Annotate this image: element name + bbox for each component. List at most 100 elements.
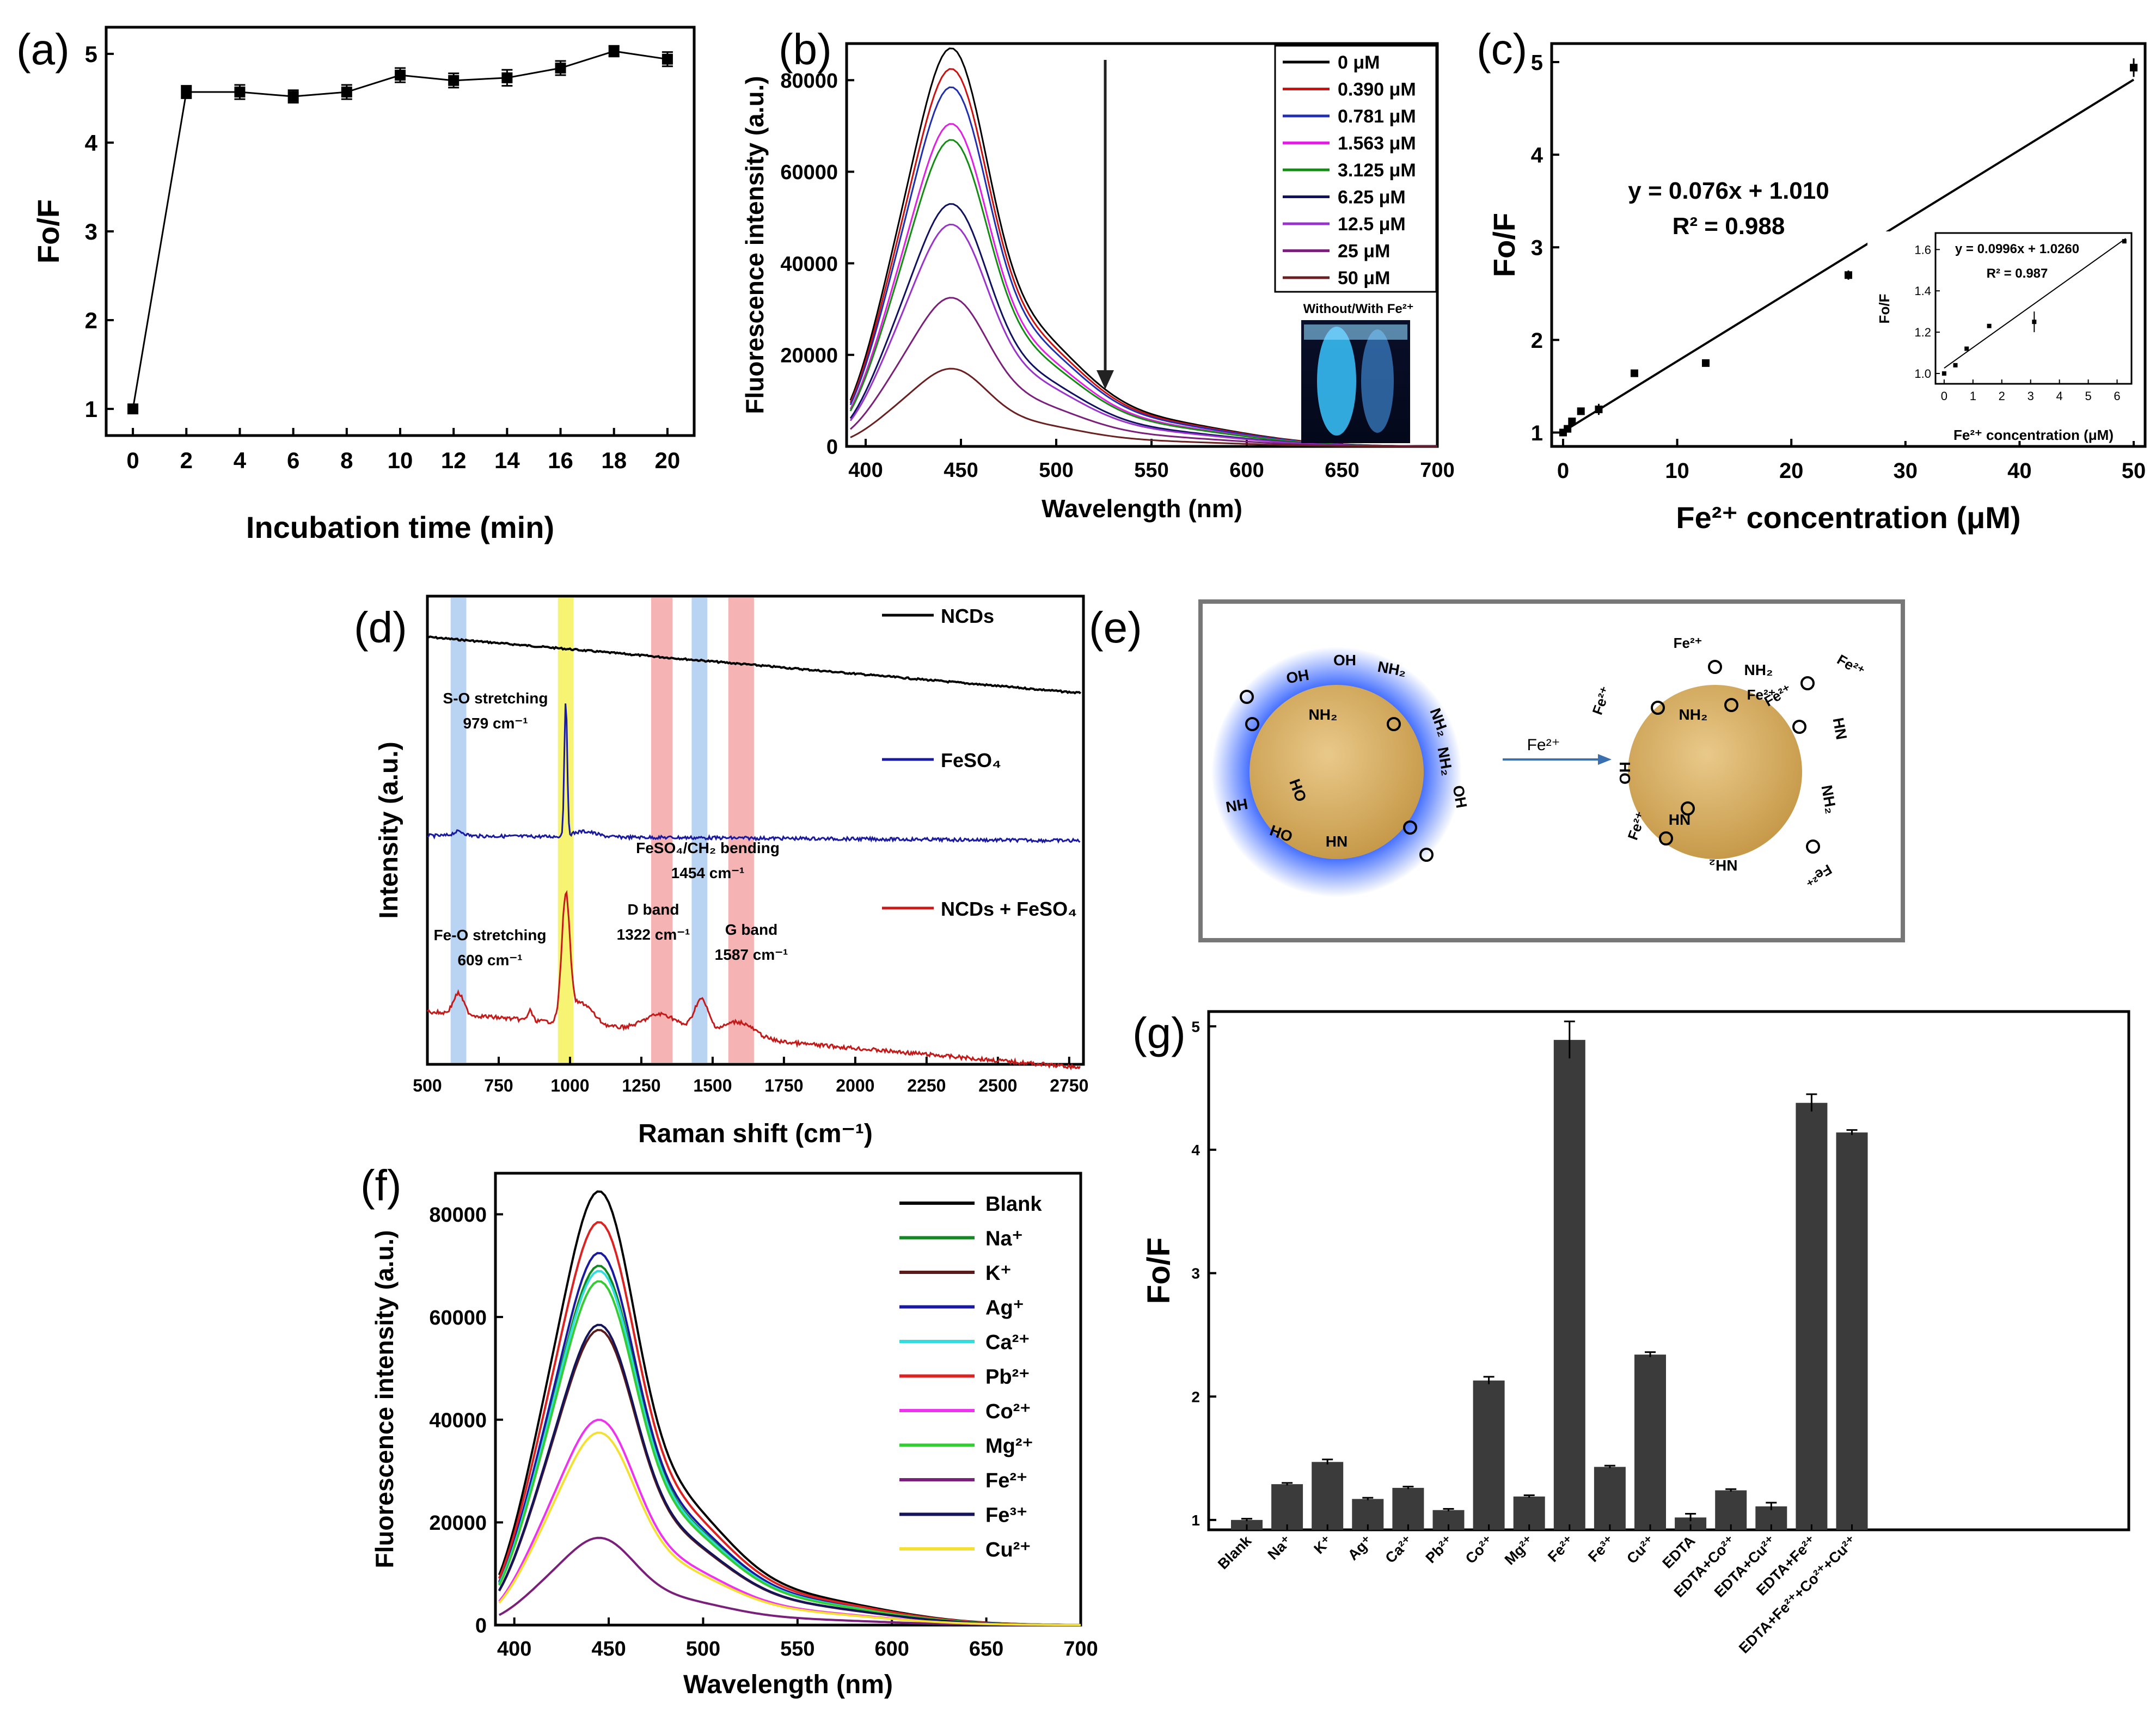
panel-a-point xyxy=(341,87,352,98)
panel-f-xtick-label: 500 xyxy=(686,1638,720,1660)
panel-f-xtick-label: 650 xyxy=(969,1638,1003,1660)
panel-a-point xyxy=(395,70,406,81)
panel-e-group: HN xyxy=(1830,716,1851,741)
panel-d-annotation: 1587 cm⁻¹ xyxy=(715,946,788,963)
panel-b-frame xyxy=(845,42,1439,448)
panel-a-point xyxy=(608,46,620,57)
panel-g-ytick-label: 4 xyxy=(1191,1142,1200,1159)
panel-g-bar xyxy=(1796,1102,1828,1530)
panel-b-inset-caption: Without/With Fe²⁺ xyxy=(1303,302,1414,316)
panel-a-ytick-label: 2 xyxy=(85,308,97,333)
panel-a-point xyxy=(234,87,246,98)
panel-g-ytick-label: 2 xyxy=(1191,1388,1200,1405)
panel-b-legend-label: 6.25 μM xyxy=(1338,187,1406,208)
panel-e-oxygen xyxy=(1419,848,1434,862)
panel-e-group: OH xyxy=(1285,666,1310,687)
panel-d-annotation: G band xyxy=(725,921,777,938)
panel-d-band xyxy=(728,598,754,1063)
panel-d-legend-label: NCDs xyxy=(941,605,994,627)
panel-c-inset-equation: y = 0.0996x + 1.0260 xyxy=(1955,242,2079,256)
panel-e-group: NH₂ xyxy=(1744,661,1773,678)
panel-g-xtick-label: Fe³⁺ xyxy=(1585,1533,1618,1565)
panel-a-ytick-label: 4 xyxy=(85,130,98,156)
panel-g-frame xyxy=(1207,1010,2130,1531)
panel-f-legend-label: Na⁺ xyxy=(985,1228,1023,1251)
panel-a-xlabel: Incubation time (min) xyxy=(246,510,554,544)
panel-c-inset-ytick-label: 1.0 xyxy=(1914,367,1931,381)
panel-b-legend-label: 0.390 μM xyxy=(1338,79,1416,100)
panel-label-c: (c) xyxy=(1477,25,1527,73)
panel-c-point xyxy=(1564,425,1572,433)
panel-b-ytick-label: 0 xyxy=(826,436,838,459)
panel-d-annotation: D band xyxy=(628,901,679,918)
panel-g-xtick-label: K⁺ xyxy=(1310,1533,1335,1557)
panel-f-ytick-label: 60000 xyxy=(429,1307,487,1329)
panel-d-xtick-label: 1250 xyxy=(622,1076,660,1095)
panel-e-oxygen xyxy=(1724,698,1738,712)
panel-a-ylabel: Fo/F xyxy=(31,199,65,263)
panel-a-point xyxy=(127,403,139,415)
panel-c-xtick-label: 10 xyxy=(1665,459,1689,483)
panel-a-point xyxy=(287,91,299,102)
panel-d-xlabel: Raman shift (cm⁻¹) xyxy=(638,1119,873,1148)
panel-label-f: (f) xyxy=(360,1161,402,1210)
panel-c-point xyxy=(2130,64,2138,72)
panel-c-inset-point xyxy=(2032,320,2037,324)
panel-b-xtick-label: 600 xyxy=(1229,459,1264,482)
panel-b-xtick-label: 700 xyxy=(1420,459,1454,482)
panel-a-ytick-label: 1 xyxy=(85,396,97,422)
panel-g-xtick-label: EDTA xyxy=(1659,1533,1699,1572)
panel-a-frame xyxy=(105,26,696,437)
panel-g-bar xyxy=(1392,1487,1424,1530)
panel-f-xtick-label: 400 xyxy=(497,1638,531,1660)
panel-e-arrow-label: Fe²⁺ xyxy=(1527,736,1560,754)
panel-g-bar xyxy=(1634,1355,1666,1530)
panel-f-legend-label: Ag⁺ xyxy=(985,1297,1024,1320)
panel-d-series-ncds xyxy=(427,635,1082,695)
panel-c-point xyxy=(1568,418,1576,426)
panel-f-legend-label: Cu²⁺ xyxy=(985,1539,1031,1561)
panel-c-inset-point xyxy=(1964,346,1969,351)
panel-c-inset-point xyxy=(1987,323,1992,328)
panel-d-band xyxy=(651,598,673,1063)
panel-e-iron-ion: Fe²⁺ xyxy=(1747,687,1776,703)
panel-b-ytick-label: 20000 xyxy=(780,344,838,367)
panel-c-xtick-label: 50 xyxy=(2122,459,2146,483)
panel-c-point xyxy=(1577,407,1585,415)
panel-d-band xyxy=(558,598,574,1063)
panel-f-legend-label: Fe³⁺ xyxy=(985,1504,1027,1527)
panel-a-ytick-label: 5 xyxy=(85,41,97,67)
panel-b-xtick-label: 400 xyxy=(848,459,883,482)
panel-c-inset-ytick-label: 1.2 xyxy=(1914,326,1931,339)
panel-c-ytick-label: 5 xyxy=(1531,51,1543,75)
panel-c-inset-xtick-label: 0 xyxy=(1941,389,1947,403)
panel-g-xtick-label: Fe²⁺ xyxy=(1545,1533,1577,1565)
panel-label-a: (a) xyxy=(16,25,70,73)
panel-e-oxygen xyxy=(1800,676,1815,690)
panel-e-oxygen xyxy=(1792,720,1806,734)
panel-b-legend-label: 1.563 μM xyxy=(1338,133,1416,154)
panel-d-xtick-label: 1750 xyxy=(764,1076,803,1095)
panel-f-frame xyxy=(494,1172,1082,1627)
panel-b-legend-label: 0.781 μM xyxy=(1338,106,1416,127)
panel-b-chart: 400 450 500 550 600 650 700 0 20000 40000 60000 800… xyxy=(740,42,1455,523)
panel-a-point xyxy=(181,87,192,98)
panel-f-xtick-label: 700 xyxy=(1063,1638,1098,1660)
panel-g-bar xyxy=(1675,1517,1707,1530)
panel-c-inset-fit-line xyxy=(1944,238,2126,369)
panel-g-bar xyxy=(1594,1467,1626,1530)
panel-f-xtick-label: 550 xyxy=(780,1638,814,1660)
panel-d-series-ncds-feso4 xyxy=(426,890,1081,1071)
panel-d-xtick-label: 1500 xyxy=(693,1076,732,1095)
panel-a-ytick-label: 3 xyxy=(85,219,97,244)
panel-f-chart: 400 450 500 550 600 650 700 0 20000 40000 60000 800… xyxy=(370,1172,1098,1699)
panel-c-xlabel: Fe²⁺ concentration (μM) xyxy=(1676,500,2020,535)
panel-e-iron-ion: Fe²⁺ xyxy=(1674,635,1702,651)
panel-b-legend-label: 0 μM xyxy=(1338,52,1380,73)
panel-f-legend-label: K⁺ xyxy=(985,1262,1012,1285)
panel-f-legend-label: Pb²⁺ xyxy=(985,1366,1030,1389)
